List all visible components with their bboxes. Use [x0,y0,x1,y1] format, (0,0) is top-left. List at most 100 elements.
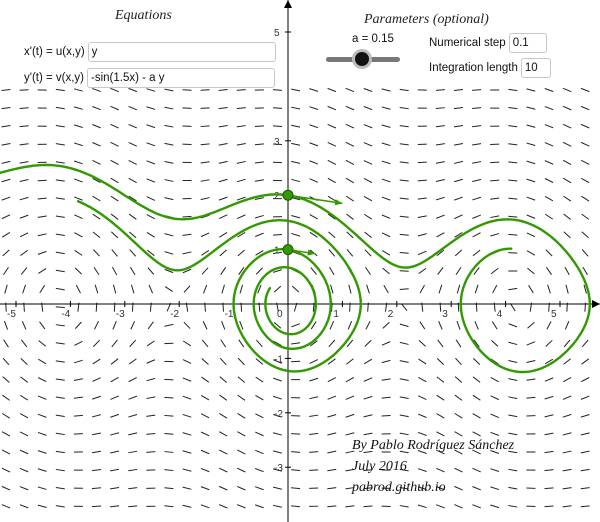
field-segment [19,467,29,473]
a-slider-thumb[interactable] [355,52,369,66]
numerical-step-input[interactable] [508,33,547,53]
field-segment [490,233,500,237]
field-segment [474,320,479,330]
field-segment [19,214,29,219]
field-segment [436,504,445,509]
field-segment [526,341,536,346]
field-segment [38,268,47,274]
field-segment [55,197,65,200]
field-segment [490,267,499,275]
field-segment [73,378,83,381]
field-segment [164,161,174,164]
field-segment [436,467,445,473]
field-segment [327,395,337,400]
field-segment [21,320,27,330]
field-segment [399,468,409,472]
field-segment [1,196,11,201]
field-segment [454,214,463,220]
field-segment [581,358,590,365]
field-segment [399,396,409,400]
field-segment [381,415,391,417]
trajectory-forward [252,248,332,350]
field-segment [363,414,373,418]
field-segment [472,467,481,473]
field-segment [110,468,120,472]
field-segment [291,178,301,183]
field-segment [508,450,518,454]
y-equation-input[interactable] [87,68,276,88]
field-segment [255,431,264,437]
field-segment [399,143,409,146]
field-segment [255,395,264,401]
field-segment [472,161,482,164]
field-segment [128,177,137,184]
field-segment [453,125,464,128]
x-equation-row: x'(t) = u(x,y) [24,40,276,64]
field-segment [1,449,11,455]
field-segment [509,303,516,312]
field-segment [273,340,282,346]
field-segment [381,178,391,183]
field-segment [128,450,138,454]
initial-point[interactable] [282,189,294,201]
field-segment [328,249,336,257]
field-segment [128,231,137,239]
x-tick-label: 2 [388,309,394,320]
field-segment [544,450,554,454]
field-segment [544,160,554,165]
field-segment [547,284,551,294]
field-segment [363,377,373,382]
field-segment [19,413,29,419]
integration-length-input[interactable] [520,58,551,78]
field-segment [581,177,590,184]
field-segment [399,288,409,290]
field-segment [110,450,120,454]
field-segment [365,266,371,276]
field-segment [345,123,355,129]
field-segment [346,339,354,348]
y-equation-label: y'(t) = v(x,y) [24,72,85,84]
field-segment [20,339,28,348]
field-segment [436,232,445,238]
field-segment [218,504,228,509]
field-segment [93,249,100,257]
field-segment [236,178,246,183]
field-segment [472,143,482,146]
field-segment [400,303,408,311]
field-segment [527,267,535,275]
field-segment [147,321,154,330]
field-segment [1,231,11,238]
field-segment [55,179,65,182]
field-segment [218,196,228,201]
field-segment [92,339,101,347]
field-segment [74,232,83,238]
field-segment [291,160,301,164]
field-segment [491,339,499,347]
field-segment [327,159,337,165]
field-segment [55,125,65,128]
field-segment [237,467,246,473]
field-segment [309,414,319,418]
x-equation-input[interactable] [87,42,276,62]
field-segment [146,142,156,147]
field-segment [526,250,536,256]
field-segment [327,414,337,418]
initial-point[interactable] [282,244,294,256]
field-segment [327,87,337,93]
field-segment [363,124,373,129]
field-segment [110,195,119,202]
field-segment [91,432,102,436]
field-segment [581,339,589,348]
field-segment [472,249,481,257]
field-segment [363,106,373,111]
field-segment [218,449,228,455]
field-segment [237,413,246,419]
trajectory-forward [286,194,591,374]
field-segment [581,213,590,220]
field-segment [2,357,10,366]
field-segment [164,268,174,274]
field-segment [291,433,301,435]
field-segment [146,196,156,201]
field-segment [200,486,210,491]
